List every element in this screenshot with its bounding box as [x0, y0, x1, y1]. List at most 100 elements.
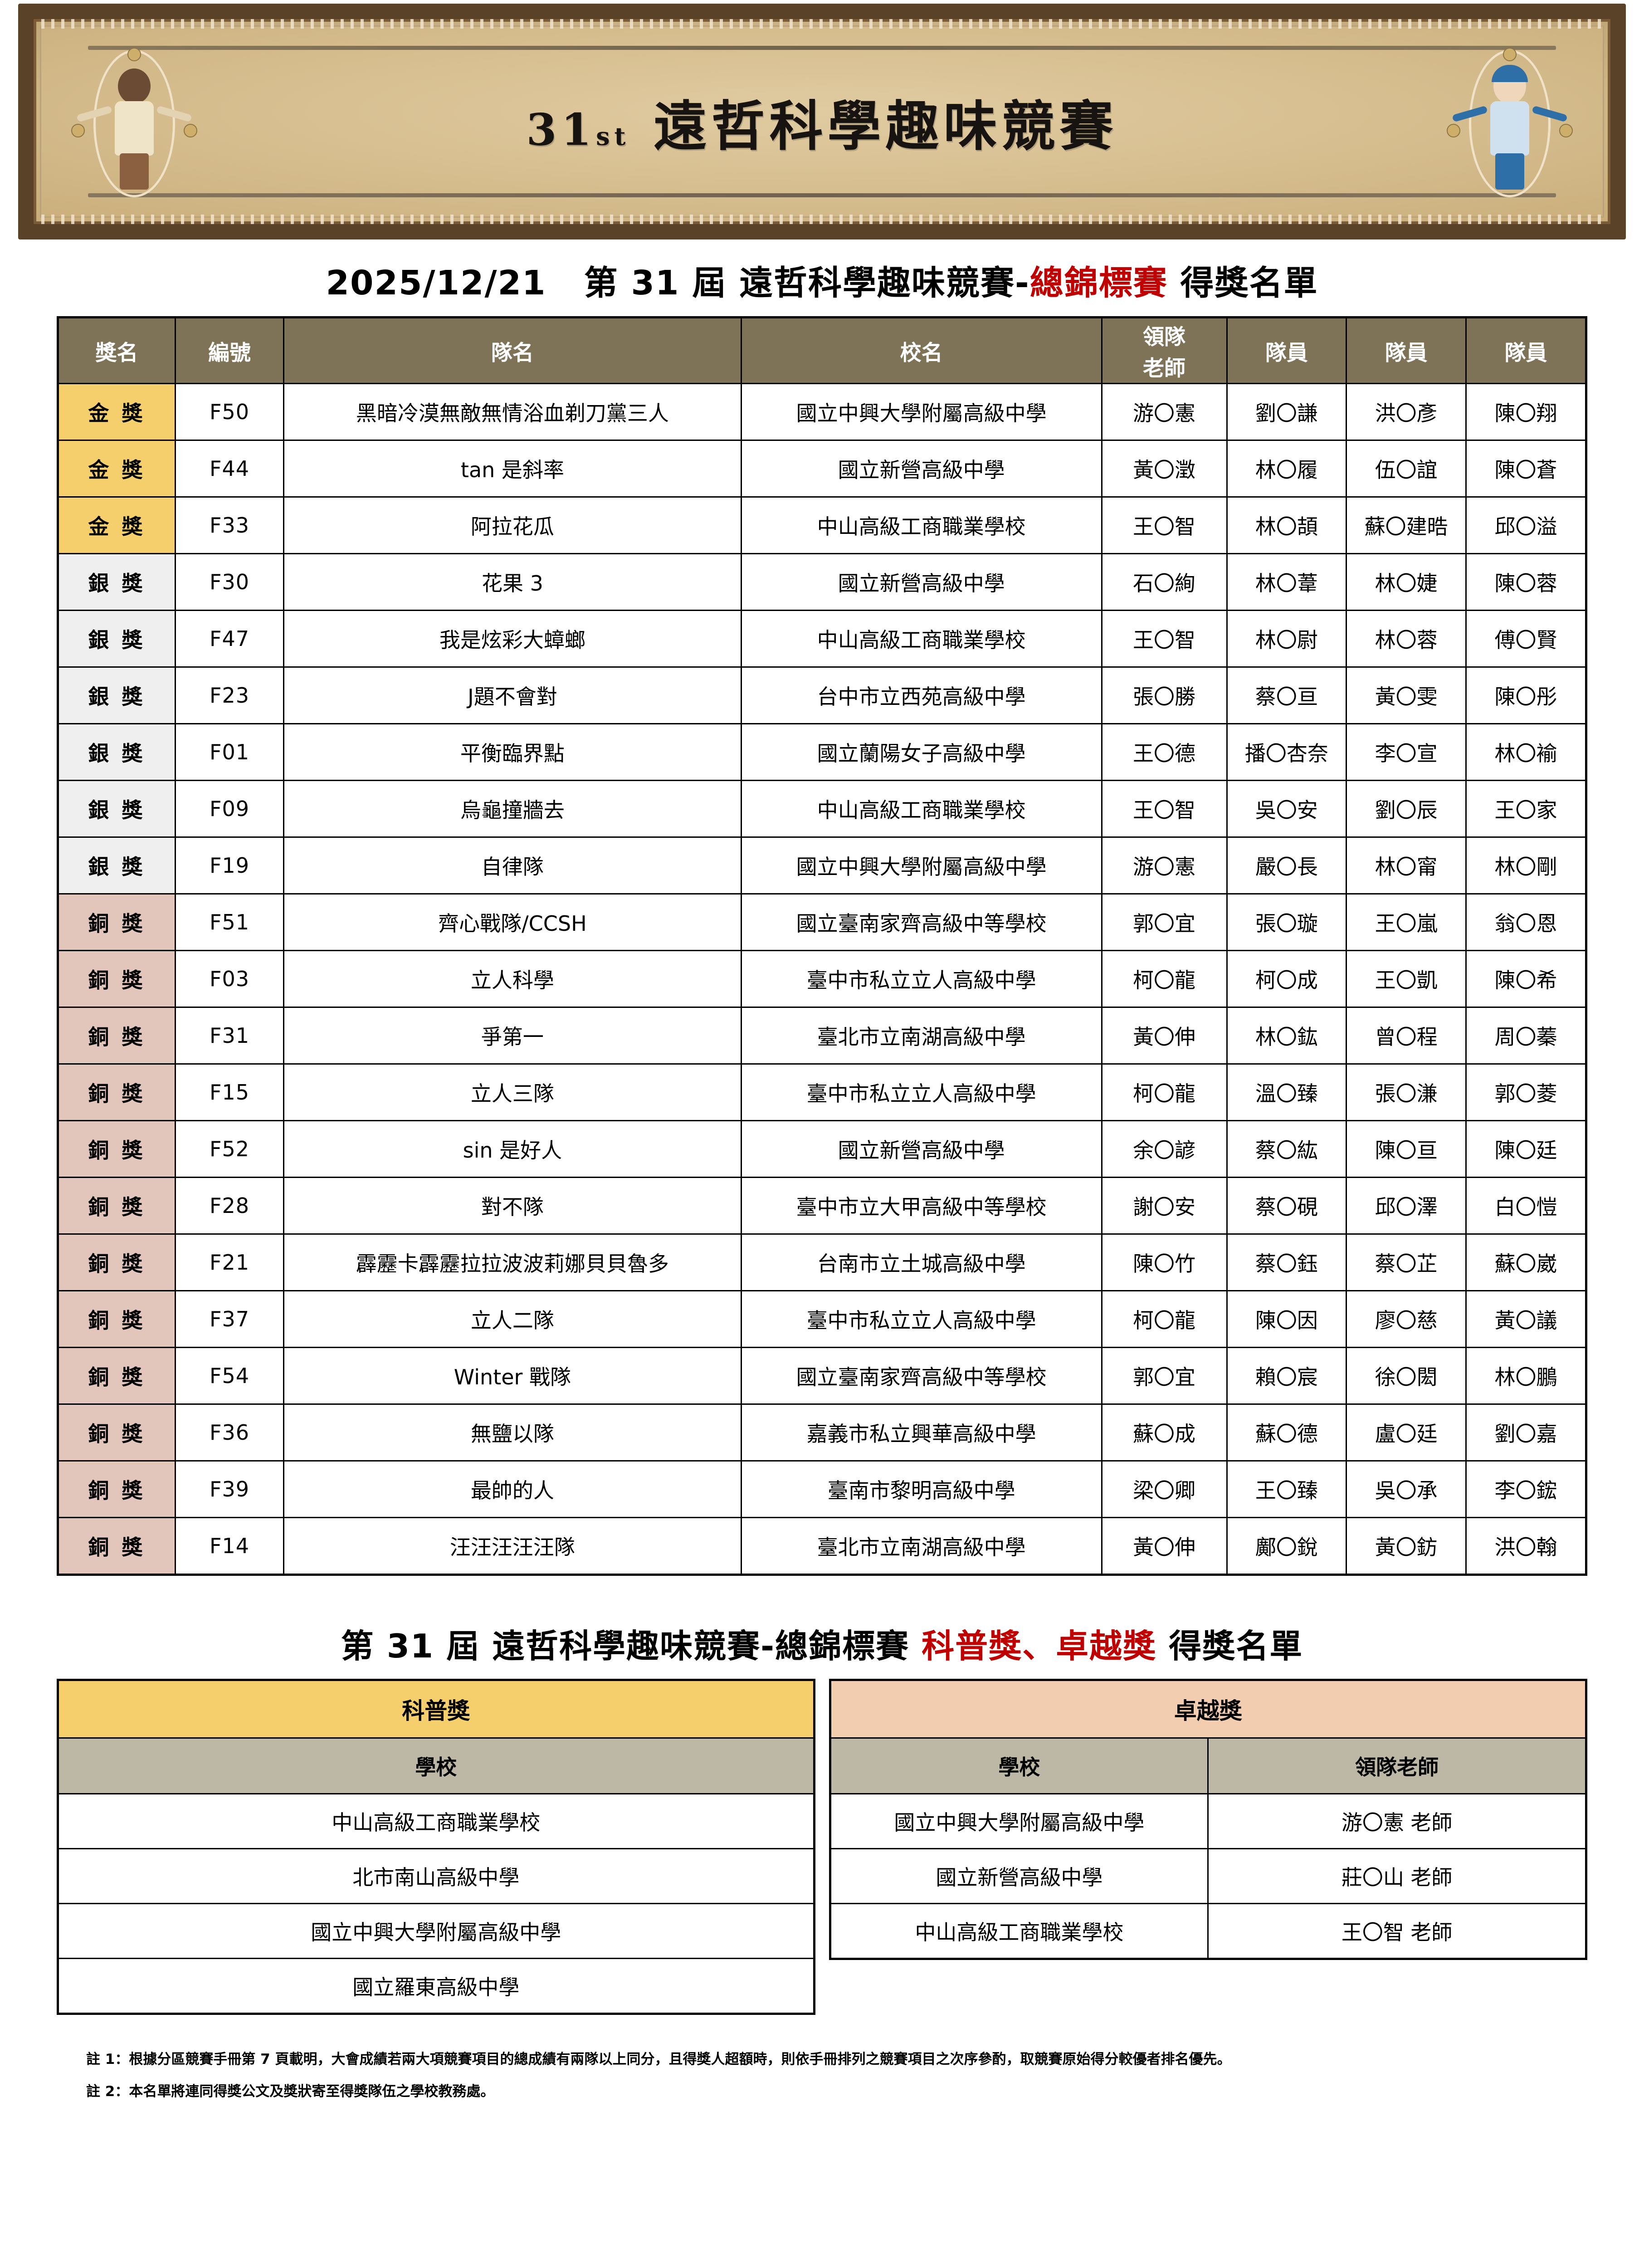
table-row: 銀 獎 F47 我是炫彩大蟑螂 中山高級工商職業學校 王〇智 林〇尉 林〇蓉 傅〇賢	[57, 610, 1587, 668]
leader-teacher-cell: 謝〇安	[1101, 1177, 1228, 1235]
popular-science-award-title: 科普獎	[57, 1679, 815, 1739]
banner-event-name: 遠哲科學趣味競賽	[653, 94, 1118, 158]
banner-rule-top	[88, 46, 1556, 50]
school-name-cell: 臺中市私立立人高級中學	[740, 1290, 1103, 1348]
member-1-cell: 吳〇安	[1226, 780, 1347, 838]
school-name-cell: 中山高級工商職業學校	[57, 1793, 815, 1849]
award-cell: 銅 獎	[57, 1403, 176, 1461]
popular-science-award-column: 科普獎 學校 中山高級工商職業學校 北市南山高級中學 國立中興大學附屬高級中學 國立羅…	[57, 1679, 815, 2015]
table-row: 銀 獎 F19 自律隊 國立中興大學附屬高級中學 游〇憲 嚴〇長 林〇甯 林〇剛	[57, 836, 1587, 894]
excellence-award-title: 卓越獎	[829, 1679, 1587, 1739]
table-row: 銀 獎 F30 花果 3 國立新營高級中學 石〇絢 林〇葦 林〇婕 陳〇蓉	[57, 553, 1587, 611]
table-header-row: 獎名 編號 隊名 校名 領隊 老師 隊員 隊員 隊員	[57, 317, 1587, 384]
school-name-cell: 國立羅東高級中學	[57, 1958, 815, 2014]
member-1-cell: 林〇鈜	[1226, 1007, 1347, 1065]
table-row: 金 獎 F44 tan 是斜率 國立新營高級中學 黃〇澂 林〇履 伍〇誼 陳〇蒼	[57, 440, 1587, 498]
team-name-cell: 對不隊	[283, 1177, 742, 1235]
school-name-cell: 中山高級工商職業學校	[740, 780, 1103, 838]
member-3-cell: 陳〇彤	[1465, 666, 1587, 724]
table-row: 國立中興大學附屬高級中學 游〇憲 老師	[829, 1793, 1587, 1849]
team-number-cell: F54	[174, 1347, 285, 1405]
member-2-cell: 林〇蓉	[1346, 610, 1467, 668]
team-number-cell: F21	[174, 1233, 285, 1291]
member-3-cell: 陳〇蒼	[1465, 440, 1587, 498]
team-number-cell: F33	[174, 496, 285, 554]
table-row: 中山高級工商職業學校 王〇智 老師	[829, 1903, 1587, 1960]
member-1-cell: 林〇尉	[1226, 610, 1347, 668]
leader-teacher-cell: 王〇智	[1101, 610, 1228, 668]
award-cell: 銀 獎	[57, 723, 176, 781]
team-number-cell: F52	[174, 1120, 285, 1178]
member-2-cell: 張〇溓	[1346, 1063, 1467, 1121]
member-1-cell: 蘇〇德	[1226, 1403, 1347, 1461]
school-name-cell: 國立中興大學附屬高級中學	[740, 836, 1103, 894]
member-2-cell: 廖〇慈	[1346, 1290, 1467, 1348]
header-member-2: 隊員	[1346, 317, 1467, 384]
member-1-cell: 陳〇因	[1226, 1290, 1347, 1348]
member-3-cell: 李〇鋐	[1465, 1460, 1587, 1518]
table-row: 國立新營高級中學 莊〇山 老師	[829, 1848, 1587, 1904]
footnote-1: 註 1： 根據分區競賽手冊第 7 頁載明，大會成績若兩大項競賽項目的總成績有兩隊…	[86, 2047, 1558, 2072]
leader-teacher-cell: 梁〇卿	[1101, 1460, 1228, 1518]
award-list-page: 31st 遠哲科學趣味競賽 2025/12/21 第 31 屆 遠哲科學趣味競賽…	[0, 4, 1644, 2268]
award-cell: 銀 獎	[57, 553, 176, 611]
team-number-cell: F44	[174, 440, 285, 498]
award-cell: 銅 獎	[57, 893, 176, 951]
footnote-1-text: 根據分區競賽手冊第 7 頁載明，大會成績若兩大項競賽項目的總成績有兩隊以上同分，…	[129, 2051, 1231, 2068]
leader-teacher-cell: 黃〇伸	[1101, 1517, 1228, 1575]
member-2-cell: 吳〇承	[1346, 1460, 1467, 1518]
banner-zigzag-bottom	[41, 215, 1603, 224]
team-number-cell: F09	[174, 780, 285, 838]
table-row: 銅 獎 F52 sin 是好人 國立新營高級中學 余〇諺 蔡〇紘 陳〇亘 陳〇廷	[57, 1120, 1587, 1178]
table-row: 銅 獎 F36 無鹽以隊 嘉義市私立興華高級中學 蘇〇成 蘇〇德 盧〇廷 劉〇嘉	[57, 1403, 1587, 1461]
member-2-cell: 盧〇廷	[1346, 1403, 1467, 1461]
award-cell: 銅 獎	[57, 1007, 176, 1065]
team-number-cell: F50	[174, 383, 285, 441]
member-2-cell: 林〇婕	[1346, 553, 1467, 611]
table-row: 銅 獎 F39 最帥的人 臺南市黎明高級中學 梁〇卿 王〇臻 吳〇承 李〇鋐	[57, 1460, 1587, 1518]
mascot-left-juggler-icon	[71, 47, 197, 197]
team-number-cell: F01	[174, 723, 285, 781]
member-2-cell: 王〇嵐	[1346, 893, 1467, 951]
title-date: 2025/12/21	[326, 264, 546, 303]
school-name-cell: 北市南山高級中學	[57, 1848, 815, 1904]
award-cell: 銅 獎	[57, 1177, 176, 1235]
banner-rule-bottom	[88, 193, 1556, 197]
leader-teacher-cell: 郭〇宜	[1101, 1347, 1228, 1405]
page-title-championship: 2025/12/21 第 31 屆 遠哲科學趣味競賽-總錦標賽 得獎名單	[0, 256, 1644, 304]
member-2-cell: 曾〇程	[1346, 1007, 1467, 1065]
header-school: 校名	[740, 317, 1103, 384]
table-row: 銅 獎 F14 汪汪汪汪汪隊 臺北市立南湖高級中學 黃〇伸 鄺〇銳 黃〇鈁 洪〇翰	[57, 1517, 1587, 1575]
member-2-cell: 伍〇誼	[1346, 440, 1467, 498]
member-3-cell: 黃〇議	[1465, 1290, 1587, 1348]
list-item: 國立羅東高級中學	[57, 1958, 815, 2014]
header-member-3: 隊員	[1465, 317, 1587, 384]
member-1-cell: 蔡〇紘	[1226, 1120, 1347, 1178]
member-3-cell: 林〇剛	[1465, 836, 1587, 894]
excellence-header-teacher: 領隊老師	[1207, 1737, 1587, 1794]
header-leader-line2: 老師	[1143, 356, 1186, 381]
member-1-cell: 嚴〇長	[1226, 836, 1347, 894]
school-name-cell: 臺中市私立立人高級中學	[740, 1063, 1103, 1121]
leader-teacher-cell: 游〇憲 老師	[1207, 1793, 1587, 1849]
member-1-cell: 林〇葦	[1226, 553, 1347, 611]
member-3-cell: 洪〇翰	[1465, 1517, 1587, 1575]
team-number-cell: F37	[174, 1290, 285, 1348]
team-number-cell: F30	[174, 553, 285, 611]
page-title-special-awards: 第 31 屆 遠哲科學趣味競賽-總錦標賽 科普獎、卓越獎 得獎名單	[0, 1619, 1644, 1667]
footnote-2-text: 本名單將連同得獎公文及獎狀寄至得獎隊伍之學校教務處。	[129, 2083, 495, 2100]
school-name-cell: 國立臺南家齊高級中等學校	[740, 1347, 1103, 1405]
member-3-cell: 周〇蓁	[1465, 1007, 1587, 1065]
school-name-cell: 台南市立土城高級中學	[740, 1233, 1103, 1291]
school-name-cell: 臺南市黎明高級中學	[740, 1460, 1103, 1518]
leader-teacher-cell: 王〇德	[1101, 723, 1228, 781]
header-award: 獎名	[57, 317, 176, 384]
school-name-cell: 臺中市私立立人高級中學	[740, 950, 1103, 1008]
school-name-cell: 台中市立西苑高級中學	[740, 666, 1103, 724]
table-row: 銅 獎 F54 Winter 戰隊 國立臺南家齊高級中等學校 郭〇宜 賴〇宸 徐〇閎 林〇鵬	[57, 1347, 1587, 1405]
leader-teacher-cell: 莊〇山 老師	[1207, 1848, 1587, 1904]
member-1-cell: 溫〇臻	[1226, 1063, 1347, 1121]
footnote-1-label: 註 1：	[86, 2051, 129, 2068]
leader-teacher-cell: 王〇智	[1101, 780, 1228, 838]
leader-teacher-cell: 張〇勝	[1101, 666, 1228, 724]
